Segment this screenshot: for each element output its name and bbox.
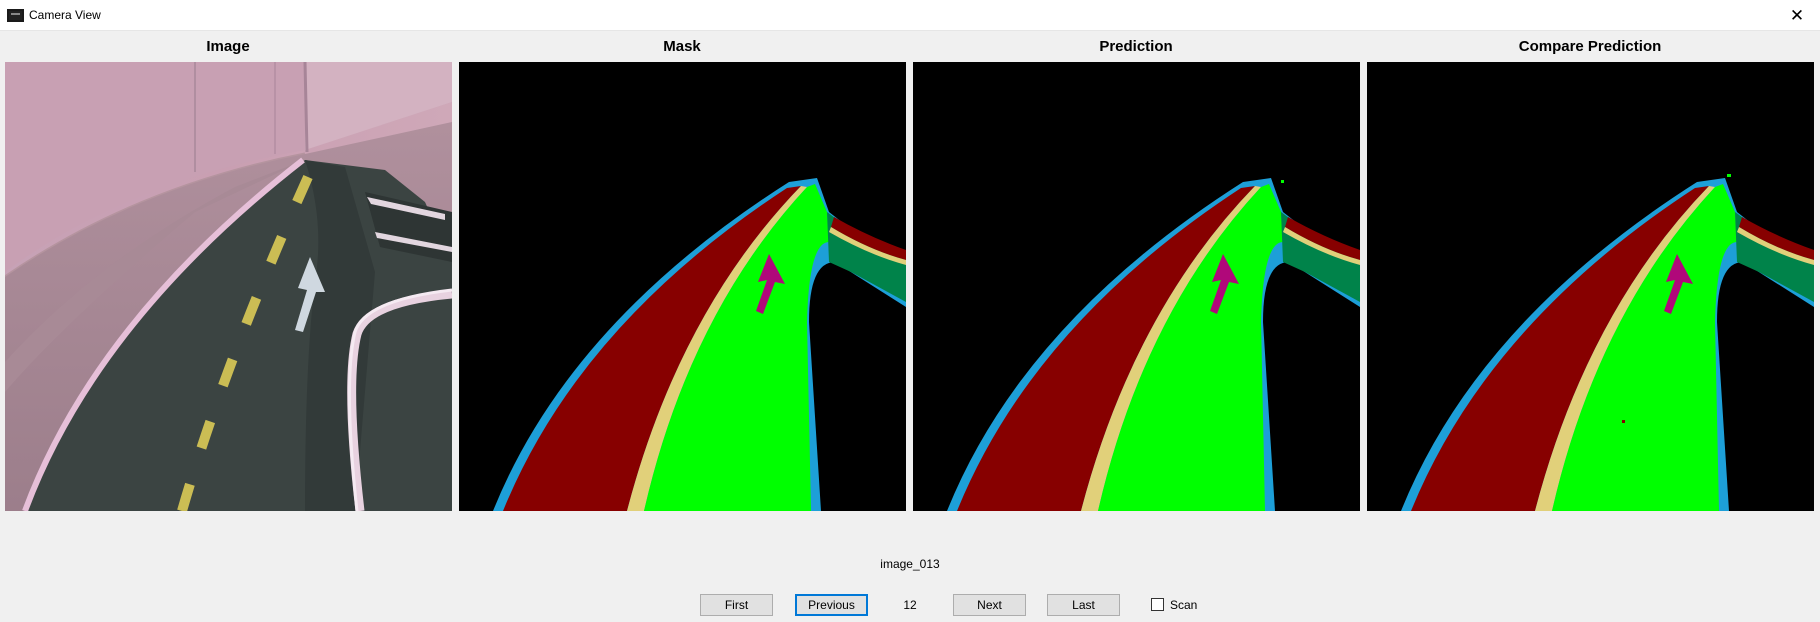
camera-window-icon	[7, 9, 24, 22]
mask-drawing	[459, 62, 906, 511]
scan-checkbox-box[interactable]	[1151, 598, 1164, 611]
prediction-drawing	[913, 62, 1360, 511]
panel-title-compare-prediction: Compare Prediction	[1518, 38, 1662, 55]
camera-image	[5, 62, 452, 511]
next-button[interactable]: Next	[953, 594, 1026, 616]
compare-prediction-drawing	[1367, 62, 1814, 511]
last-button[interactable]: Last	[1047, 594, 1120, 616]
compare-prediction-image	[1367, 62, 1814, 511]
panel-title-mask: Mask	[663, 38, 701, 55]
mask-image	[459, 62, 906, 511]
panel-title-prediction: Prediction	[1099, 38, 1173, 55]
page-number: 12	[903, 598, 917, 612]
title-bar: Camera View ✕	[0, 0, 1820, 31]
camera-image-drawing	[5, 62, 452, 511]
filename-label: image_013	[880, 557, 940, 571]
panel-title-image: Image	[206, 38, 250, 55]
prediction-image	[913, 62, 1360, 511]
scan-label: Scan	[1170, 598, 1198, 612]
first-button[interactable]: First	[700, 594, 773, 616]
previous-button[interactable]: Previous	[795, 594, 868, 616]
window-title: Camera View	[29, 8, 101, 22]
close-icon[interactable]: ✕	[1789, 6, 1805, 25]
